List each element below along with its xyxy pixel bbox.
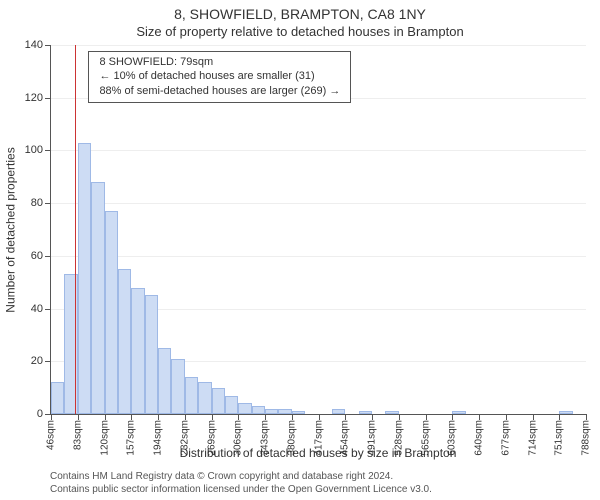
histogram-bar bbox=[238, 403, 251, 414]
histogram-bar bbox=[225, 396, 238, 414]
y-tick-label: 20 bbox=[31, 355, 43, 367]
histogram-bar bbox=[78, 143, 91, 414]
histogram-bar bbox=[198, 382, 211, 414]
histogram-bar bbox=[145, 295, 158, 414]
histogram-bar bbox=[332, 409, 345, 414]
property-marker-line bbox=[75, 45, 76, 414]
y-tick-label: 140 bbox=[25, 39, 43, 51]
y-tick bbox=[45, 98, 51, 99]
histogram-bar bbox=[265, 409, 278, 414]
chart-subtitle: Size of property relative to detached ho… bbox=[0, 24, 600, 39]
histogram-bar bbox=[452, 411, 465, 414]
y-tick bbox=[45, 203, 51, 204]
grid-line bbox=[51, 150, 586, 151]
y-axis-label: Number of detached properties bbox=[4, 45, 18, 415]
histogram-bar bbox=[91, 182, 104, 414]
chart-container: 8, SHOWFIELD, BRAMPTON, CA8 1NY Size of … bbox=[0, 0, 600, 500]
footer-line-2: Contains public sector information licen… bbox=[50, 483, 586, 496]
y-tick-label: 60 bbox=[31, 250, 43, 262]
plot-area: 02040608010012014046sqm83sqm120sqm157sqm… bbox=[50, 45, 586, 415]
histogram-bar bbox=[51, 382, 64, 414]
histogram-bar bbox=[212, 388, 225, 414]
y-tick-label: 100 bbox=[25, 144, 43, 156]
y-tick bbox=[45, 150, 51, 151]
grid-line bbox=[51, 256, 586, 257]
chart-footer: Contains HM Land Registry data © Crown c… bbox=[50, 470, 586, 496]
histogram-bar bbox=[359, 411, 372, 414]
y-tick bbox=[45, 256, 51, 257]
y-tick-label: 80 bbox=[31, 197, 43, 209]
y-tick-label: 120 bbox=[25, 92, 43, 104]
info-box-line: 8 SHOWFIELD: 79sqm bbox=[99, 55, 340, 70]
y-tick bbox=[45, 361, 51, 362]
y-tick-label: 0 bbox=[37, 408, 43, 420]
y-tick-label: 40 bbox=[31, 303, 43, 315]
histogram-bar bbox=[118, 269, 131, 414]
x-axis-label: Distribution of detached houses by size … bbox=[50, 446, 586, 460]
histogram-bar bbox=[185, 377, 198, 414]
info-box-line: ← 10% of detached houses are smaller (31… bbox=[99, 69, 340, 84]
chart-title: 8, SHOWFIELD, BRAMPTON, CA8 1NY bbox=[0, 6, 600, 22]
histogram-bar bbox=[171, 359, 184, 414]
y-tick bbox=[45, 45, 51, 46]
histogram-bar bbox=[252, 406, 265, 414]
histogram-bar bbox=[105, 211, 118, 414]
info-box-line: 88% of semi-detached houses are larger (… bbox=[99, 84, 340, 99]
info-box: 8 SHOWFIELD: 79sqm← 10% of detached hous… bbox=[88, 51, 351, 104]
histogram-bar bbox=[131, 288, 144, 415]
histogram-bar bbox=[278, 409, 291, 414]
footer-line-1: Contains HM Land Registry data © Crown c… bbox=[50, 470, 586, 483]
grid-line bbox=[51, 203, 586, 204]
histogram-bar bbox=[158, 348, 171, 414]
y-tick bbox=[45, 309, 51, 310]
histogram-bar bbox=[292, 411, 305, 414]
histogram-bar bbox=[385, 411, 398, 414]
histogram-bar bbox=[559, 411, 572, 414]
grid-line bbox=[51, 45, 586, 46]
